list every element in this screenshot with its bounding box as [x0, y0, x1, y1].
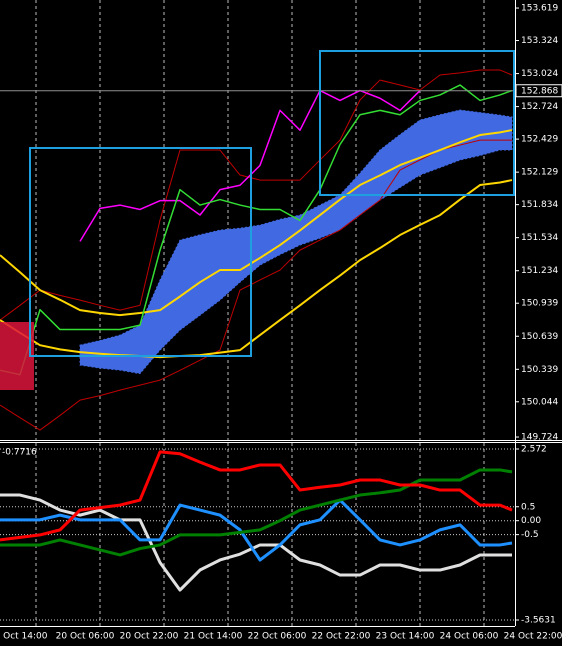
y-tick-label: 0.5: [521, 502, 535, 512]
series-line: [0, 498, 513, 562]
y-tick-label: 150.639: [521, 332, 558, 342]
series-line: [0, 450, 513, 542]
oscillator-panel: 2.572 0.5 0.00 -0.5 -3.5631 -0.7716 7 Oct 14:0…: [0, 443, 562, 642]
y-tick-label: 151.834: [521, 200, 558, 210]
y-tick-label: 150.044: [521, 397, 558, 407]
x-tick-label: 24 Oct 22:00: [504, 632, 562, 642]
y-tick-label: 153.024: [521, 69, 558, 79]
range-box: [319, 50, 515, 196]
x-tick-label: 21 Oct 14:00: [184, 632, 243, 642]
x-tick-label: 23 Oct 14:00: [376, 632, 435, 642]
y-tick-label: 153.324: [521, 36, 558, 46]
series-line: [0, 129, 513, 317]
y-tick-label: 2.572: [521, 444, 547, 454]
last-price-label: 152.868: [521, 86, 558, 96]
series-line: [0, 468, 513, 557]
series-line: [0, 493, 512, 592]
bearish-cloud: [0, 322, 34, 390]
y-tick-label: -0.5: [521, 530, 539, 540]
series-line: [0, 84, 513, 376]
series-line: [0, 179, 513, 359]
y-tick-label: 153.619: [521, 4, 558, 14]
range-box: [29, 147, 252, 357]
x-tick-label: 7 Oct 14:00: [0, 632, 48, 642]
cloud: [79, 109, 513, 375]
price-panel: 153.619 153.324 153.024 152.724 152.429 152.1…: [0, 0, 562, 443]
x-tick-label: 22 Oct 22:00: [312, 632, 371, 642]
y-tick-label: 149.724: [521, 433, 558, 443]
y-tick-label: 152.129: [521, 168, 558, 178]
y-tick-label: -3.5631: [521, 616, 556, 626]
x-tick-label: 22 Oct 06:00: [248, 632, 307, 642]
y-tick-label: 150.339: [521, 365, 558, 375]
x-tick-label: 24 Oct 06:00: [440, 632, 499, 642]
series-line: [0, 69, 513, 321]
y-tick-label: 151.534: [521, 233, 558, 243]
y-tick-label: 151.234: [521, 266, 558, 276]
x-tick-label: 20 Oct 22:00: [120, 632, 179, 642]
y-tick-label: 152.429: [521, 135, 558, 145]
y-tick-label: 150.939: [521, 299, 558, 309]
y-tick-label: 0.00: [521, 516, 541, 526]
y-tick-label: 152.724: [521, 102, 558, 112]
indicator-value: -0.7716: [2, 448, 37, 458]
x-tick-label: 20 Oct 06:00: [56, 632, 115, 642]
last-price-box: [515, 84, 562, 98]
